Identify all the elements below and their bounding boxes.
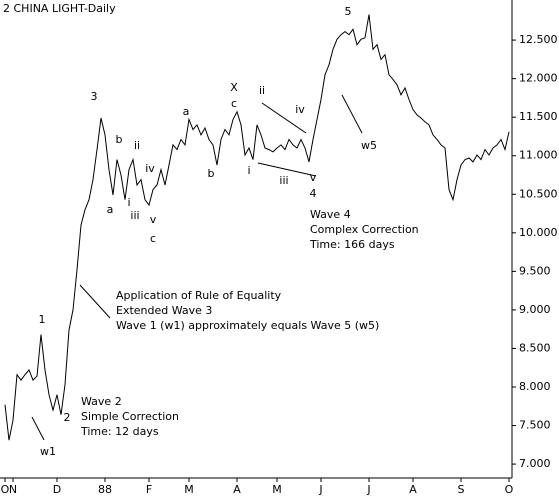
x-tick-label: J	[318, 483, 322, 496]
x-tick-label: F	[146, 483, 152, 496]
wave-label: i	[127, 196, 130, 209]
annotation: Time: 12 days	[80, 425, 159, 438]
annotation-lines	[31, 94, 363, 441]
wave-label: 2	[64, 411, 71, 424]
y-tick-label: 11.000	[519, 149, 558, 162]
annotation: Application of Rule of Equality	[116, 289, 282, 302]
wave-label: a	[183, 105, 190, 118]
x-tick-label: J	[366, 483, 370, 496]
x-tick-label: A	[233, 483, 241, 496]
wave-label: iii	[130, 209, 139, 222]
chart-title: 2 CHINA LIGHT-Daily	[3, 2, 116, 15]
x-tick-label: N	[9, 483, 17, 496]
annotation: Wave 2	[81, 395, 122, 408]
x-tick-label: D	[53, 483, 61, 496]
annotation: Complex Correction	[310, 223, 419, 236]
x-tick-label: 88	[98, 483, 112, 496]
wave-label: ii	[134, 139, 140, 152]
annotation: Time: 166 days	[309, 238, 395, 251]
wave-label: v	[310, 171, 317, 184]
wave-label: c	[231, 97, 237, 110]
pointer-line	[79, 284, 111, 319]
wave-label: a	[107, 203, 114, 216]
wave-label: 4	[310, 187, 317, 200]
y-tick-label: 9.500	[519, 264, 551, 277]
wave-label: iii	[279, 174, 288, 187]
pointer-line	[31, 416, 45, 441]
trend-line	[261, 102, 307, 134]
wave-label: 1	[39, 313, 46, 326]
y-tick-label: 11.500	[519, 110, 558, 123]
annotation: Wave 1 (w1) approximately equals Wave 5 …	[116, 319, 379, 332]
trend-line	[257, 162, 317, 177]
wave-label: i	[247, 164, 250, 177]
wave-label: w5	[361, 139, 377, 152]
x-tick-label: M	[184, 483, 194, 496]
wave-label: 5	[345, 5, 352, 18]
x-tick-label: O	[1, 483, 10, 496]
annotation: Simple Correction	[81, 410, 179, 423]
y-tick-label: 7.500	[519, 419, 551, 432]
y-tick-label: 12.000	[519, 72, 558, 85]
wave-label: X	[230, 81, 238, 94]
wave-label: v	[150, 213, 157, 226]
wave-label: c	[150, 232, 156, 245]
y-tick-label: 8.500	[519, 341, 551, 354]
wave-label: iv	[145, 162, 155, 175]
wave-label: b	[208, 167, 215, 180]
pointer-line	[341, 94, 363, 134]
x-tick-label: S	[458, 483, 465, 496]
wave-label: ii	[259, 84, 265, 97]
price-line	[4, 14, 510, 441]
wave-label: 3	[91, 90, 98, 103]
wave-label: b	[116, 133, 123, 146]
y-tick-label: 10.500	[519, 187, 558, 200]
y-tick-label: 10.000	[519, 226, 558, 239]
y-tick-label: 12.500	[519, 33, 558, 46]
x-tick-label: M	[272, 483, 282, 496]
x-tick-label: A	[409, 483, 417, 496]
wave-label: iv	[295, 103, 305, 116]
wave-label: w1	[40, 445, 56, 458]
annotation: Extended Wave 3	[116, 304, 212, 317]
y-tick-label: 7.000	[519, 457, 551, 470]
y-tick-label: 8.000	[519, 380, 551, 393]
y-tick-label: 9.000	[519, 303, 551, 316]
x-tick-label: O	[505, 483, 514, 496]
annotation: Wave 4	[310, 208, 351, 221]
